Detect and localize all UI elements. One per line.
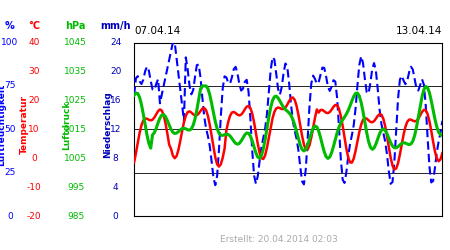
Text: 4: 4 xyxy=(113,183,118,192)
Text: Luftdruck: Luftdruck xyxy=(62,100,71,150)
Text: 24: 24 xyxy=(110,38,122,47)
Text: -10: -10 xyxy=(27,183,41,192)
Text: 0: 0 xyxy=(32,154,37,163)
Text: mm/h: mm/h xyxy=(100,21,131,31)
Text: 12: 12 xyxy=(110,125,122,134)
Text: 985: 985 xyxy=(67,212,84,221)
Text: 75: 75 xyxy=(4,82,16,90)
Text: 8: 8 xyxy=(113,154,118,163)
Text: 1015: 1015 xyxy=(64,125,87,134)
Text: 20: 20 xyxy=(110,67,122,76)
Text: hPa: hPa xyxy=(65,21,86,31)
Text: Luftfeuchtigkeit: Luftfeuchtigkeit xyxy=(0,84,6,166)
Text: 40: 40 xyxy=(28,38,40,47)
Text: 10: 10 xyxy=(28,125,40,134)
Text: 16: 16 xyxy=(110,96,122,105)
Text: 995: 995 xyxy=(67,183,84,192)
Text: 1025: 1025 xyxy=(64,96,87,105)
Text: 07.04.14: 07.04.14 xyxy=(134,26,180,36)
Text: 25: 25 xyxy=(4,168,16,177)
Text: 20: 20 xyxy=(28,96,40,105)
Text: 1005: 1005 xyxy=(64,154,87,163)
Text: 0: 0 xyxy=(7,212,13,221)
Text: 13.04.14: 13.04.14 xyxy=(396,26,442,36)
Text: °C: °C xyxy=(28,21,40,31)
Text: Erstellt: 20.04.2014 02:03: Erstellt: 20.04.2014 02:03 xyxy=(220,235,338,244)
Text: Temperatur: Temperatur xyxy=(20,96,29,154)
Text: %: % xyxy=(5,21,15,31)
Text: 50: 50 xyxy=(4,125,16,134)
Text: Niederschlag: Niederschlag xyxy=(104,92,112,158)
Text: -20: -20 xyxy=(27,212,41,221)
Text: 0: 0 xyxy=(113,212,118,221)
Text: 100: 100 xyxy=(1,38,18,47)
Text: 1045: 1045 xyxy=(64,38,87,47)
Text: 30: 30 xyxy=(28,67,40,76)
Text: 1035: 1035 xyxy=(64,67,87,76)
